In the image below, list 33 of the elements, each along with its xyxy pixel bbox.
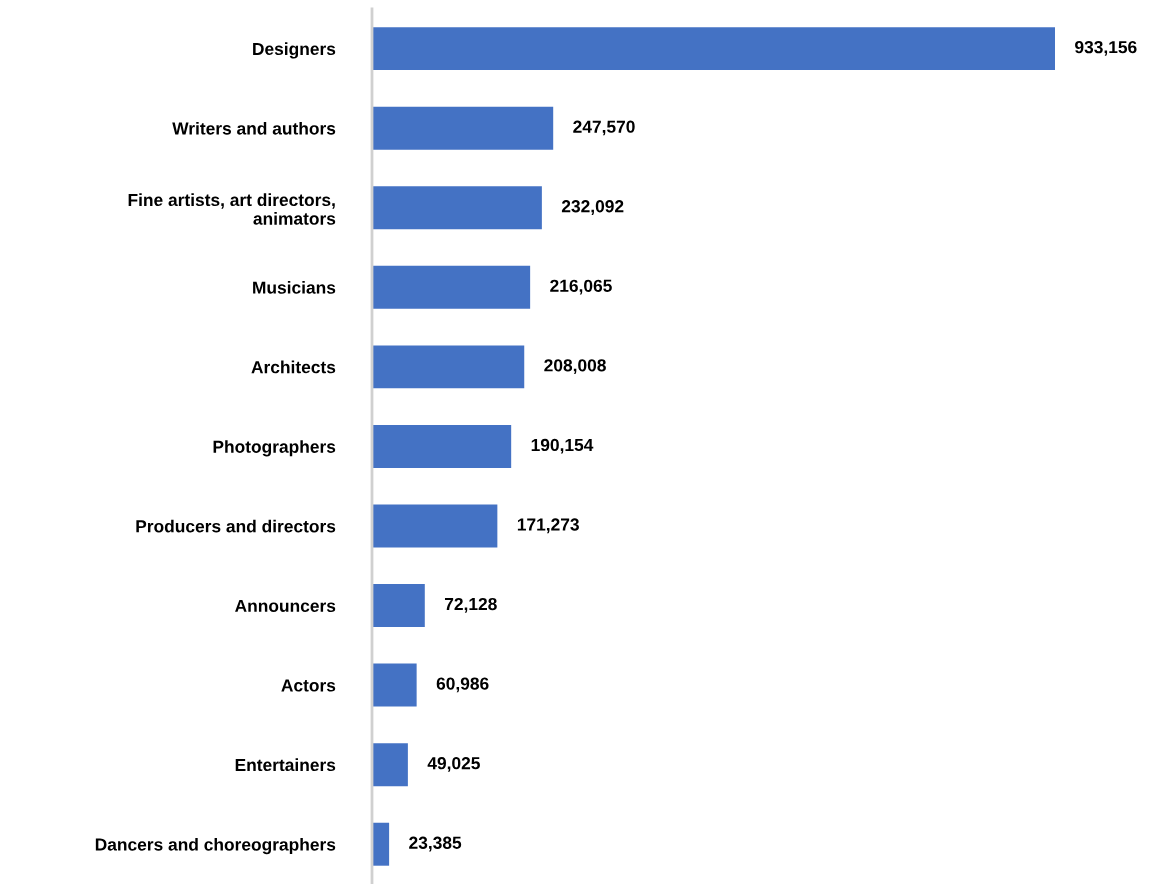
bar <box>372 663 417 707</box>
data-label: 72,128 <box>444 597 497 613</box>
y-tick-label: Announcers <box>235 599 336 612</box>
bar <box>372 27 1055 71</box>
data-label: 232,092 <box>561 200 624 215</box>
y-tick-label: Architects <box>251 360 336 374</box>
y-tick-label: Actors <box>281 679 336 692</box>
data-label: 933,156 <box>1075 40 1137 56</box>
y-tick-label: Designers <box>253 42 336 59</box>
bar <box>372 584 425 628</box>
bar <box>372 106 554 150</box>
bar <box>372 186 542 230</box>
bar <box>372 265 531 309</box>
data-label: 49,025 <box>427 757 480 772</box>
data-label: 171,273 <box>517 518 579 534</box>
data-label: 60,986 <box>436 677 489 693</box>
bar <box>372 424 512 468</box>
y-tick-label: Musicians <box>253 281 336 294</box>
bar <box>372 743 408 787</box>
y-tick-label: Producers and directors <box>136 519 336 533</box>
y-tick-label: Photographers <box>213 440 336 457</box>
data-label: 247,570 <box>573 120 635 136</box>
data-label: 190,154 <box>531 438 594 454</box>
bar <box>372 345 525 389</box>
y-tick-label: Fine artists, art directors, animators <box>128 193 336 225</box>
data-label: 208,008 <box>544 359 606 375</box>
y-tick-label: Entertainers <box>235 758 336 772</box>
y-tick-label: Writers and authors <box>172 121 336 135</box>
data-label: 23,385 <box>409 836 462 852</box>
bar <box>372 504 498 548</box>
data-label: 216,065 <box>550 279 612 295</box>
bar <box>372 822 390 866</box>
y-tick-label: Dancers and choreographers <box>95 837 336 855</box>
